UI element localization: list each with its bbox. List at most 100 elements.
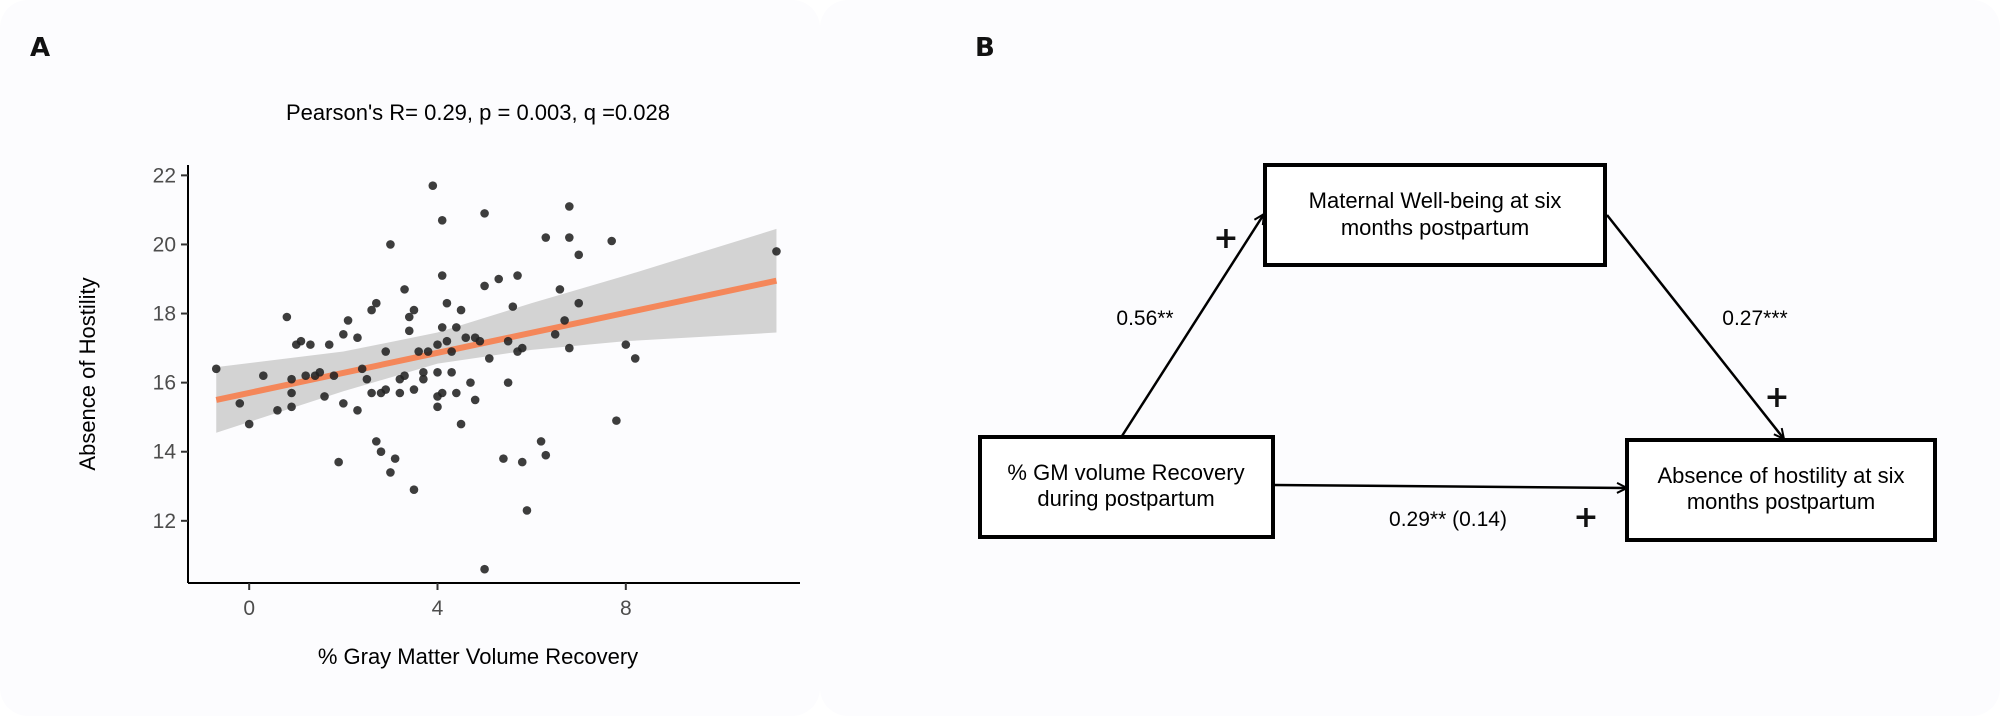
x-tick-label: 0 [243, 597, 255, 620]
data-point [296, 336, 306, 346]
arrow-top-to-right [1606, 214, 1784, 439]
data-point [419, 374, 428, 384]
data-point [452, 323, 461, 332]
data-point [447, 347, 456, 356]
data-point [362, 374, 372, 384]
data-point [339, 399, 348, 408]
box-gm-volume-recovery [978, 435, 1275, 539]
data-point [484, 354, 494, 363]
data-point [452, 388, 461, 398]
data-point [503, 336, 513, 346]
data-point [334, 457, 343, 467]
data-point [211, 364, 221, 374]
data-point [320, 392, 329, 401]
regression-line [215, 277, 778, 403]
data-point [324, 340, 334, 349]
data-point [433, 402, 442, 412]
data-point [560, 316, 569, 325]
data-point [372, 437, 381, 446]
data-point [343, 316, 353, 325]
data-point [423, 347, 433, 356]
y-tick-label: 16 [153, 372, 176, 395]
data-point [404, 326, 414, 336]
scatter-chart: Pearson's R= 0.29, p = 0.003, q =0.028 1… [75, 100, 800, 669]
data-point [282, 312, 292, 322]
arrow-left-to-right [1273, 485, 1627, 488]
data-point [419, 367, 428, 377]
data-point [367, 305, 376, 315]
x-tick-label: 4 [432, 597, 444, 620]
data-point [772, 247, 781, 256]
data-point [287, 402, 296, 412]
confidence-band [216, 228, 777, 433]
data-point [400, 371, 409, 381]
data-point [517, 343, 527, 353]
data-point [442, 298, 452, 308]
data-point [433, 367, 442, 377]
data-point [353, 405, 362, 415]
data-point [287, 374, 296, 384]
data-point [428, 181, 438, 191]
data-points [211, 181, 781, 574]
panel-b-background [820, 0, 2000, 716]
data-point [475, 336, 485, 346]
data-point [550, 329, 560, 339]
y-tick-label: 20 [153, 233, 176, 256]
data-point [433, 340, 442, 349]
x-tick-label: 8 [620, 597, 632, 620]
data-point [367, 388, 376, 398]
y-ticks: 12 14 16 18 20 22 [153, 164, 188, 533]
data-point [536, 437, 546, 446]
box-top-line2: months postpartum [1341, 215, 1529, 240]
data-point [409, 385, 419, 394]
arrow-left-to-top [1120, 214, 1264, 437]
y-tick-label: 18 [153, 303, 176, 326]
data-point [235, 399, 245, 408]
data-point [555, 285, 565, 294]
data-point [565, 343, 574, 353]
coef-a-path: 0.56** [1116, 307, 1173, 330]
data-point [574, 250, 584, 260]
data-point [437, 388, 447, 398]
data-point [301, 371, 310, 381]
data-point [456, 419, 466, 429]
x-ticks: 0 4 8 [243, 583, 632, 620]
coef-direct-path: 0.29** (0.14) [1389, 508, 1507, 531]
data-point [437, 215, 447, 225]
data-point [414, 347, 423, 356]
data-point [381, 347, 391, 356]
data-point [409, 305, 419, 315]
data-point [522, 506, 532, 515]
data-point [607, 236, 616, 246]
data-point [376, 447, 386, 457]
box-left-line1: % GM volume Recovery [1007, 460, 1244, 485]
box-right-line1: Absence of hostility at six [1657, 463, 1904, 488]
data-point [329, 371, 339, 381]
data-point [339, 329, 348, 339]
data-point [456, 305, 466, 315]
plus-sign-direct-path: + [1573, 500, 1598, 535]
panel-a-label: A [30, 33, 50, 63]
data-point [517, 457, 527, 467]
data-point [574, 298, 584, 308]
data-point [513, 271, 522, 280]
coef-b-path: 0.27*** [1722, 307, 1787, 330]
data-point [470, 395, 480, 405]
data-point [442, 336, 452, 346]
data-point [494, 274, 504, 284]
data-point [357, 364, 367, 374]
data-point [400, 285, 409, 294]
data-point [621, 340, 631, 349]
data-point [480, 281, 489, 291]
x-axis-label: % Gray Matter Volume Recovery [318, 644, 638, 669]
box-maternal-wellbeing [1263, 163, 1607, 267]
data-point [395, 388, 405, 398]
data-point [508, 302, 518, 311]
data-point [499, 454, 508, 463]
mediation-diagram: Maternal Well-being at six months postpa… [978, 163, 1937, 542]
data-point [612, 416, 621, 425]
data-point [315, 367, 325, 377]
y-tick-label: 12 [153, 510, 176, 533]
box-left-line2: during postpartum [1037, 486, 1214, 511]
